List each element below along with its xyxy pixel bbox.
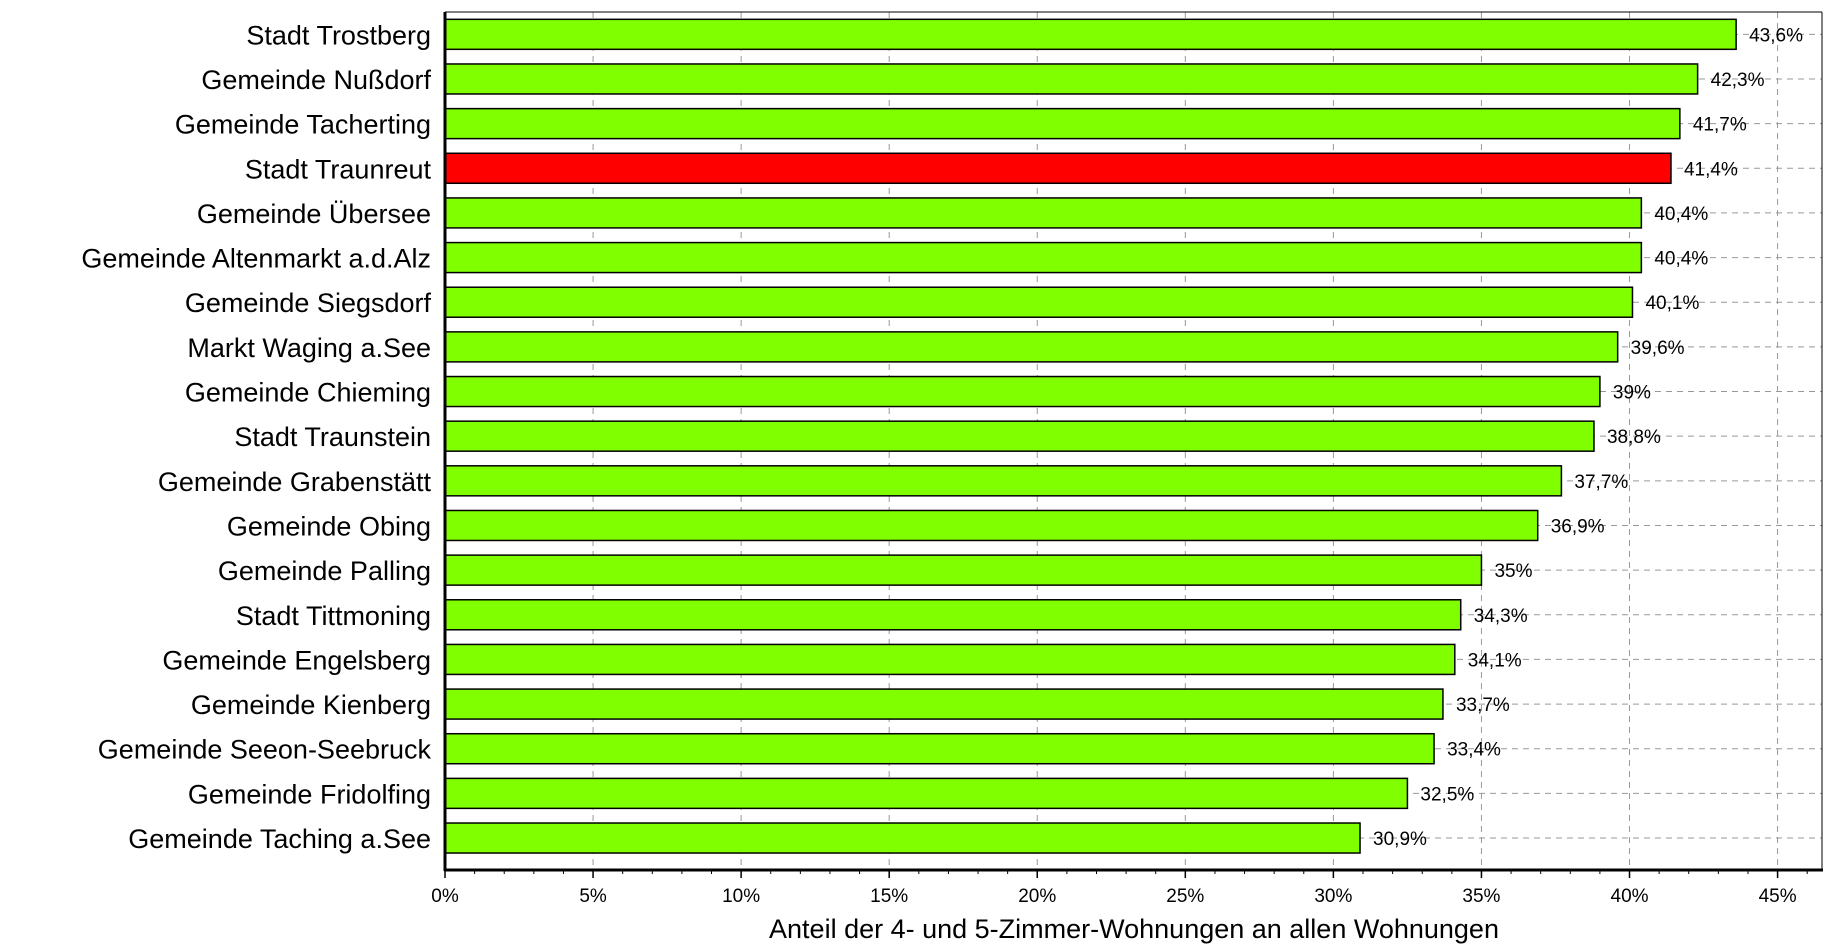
category-label: Gemeinde Kienberg	[191, 690, 431, 720]
bar	[444, 509, 1539, 542]
data-label: 43,6%	[1749, 25, 1803, 46]
x-tick-label: 15%	[870, 886, 908, 907]
x-tick-label: 45%	[1759, 886, 1797, 907]
x-tick-label: 0%	[431, 886, 459, 907]
category-label: Gemeinde Übersee	[197, 199, 431, 229]
data-label: 34,1%	[1468, 650, 1522, 671]
bar	[444, 152, 1672, 185]
label-layer: 43,6% Stadt Trostberg 42,3% Gemeinde Nußdor…	[81, 20, 1803, 907]
data-label: 42,3%	[1711, 70, 1765, 91]
category-label: Markt Waging a.See	[187, 333, 431, 363]
bar	[444, 107, 1681, 140]
category-label: Gemeinde Nußdorf	[201, 65, 431, 95]
category-label: Gemeinde Grabenstätt	[158, 467, 432, 497]
category-label: Gemeinde Chieming	[185, 378, 431, 408]
bar	[444, 554, 1483, 586]
bar	[444, 63, 1699, 95]
x-axis-title: Anteil der 4- und 5-Zimmer-Wohnungen an …	[769, 914, 1499, 944]
category-label: Gemeinde Palling	[218, 556, 431, 586]
bar	[444, 777, 1409, 810]
category-label: Gemeinde Altenmarkt a.d.Alz	[81, 244, 431, 274]
bar	[444, 732, 1435, 765]
data-label: 37,7%	[1574, 472, 1628, 493]
data-label: 40,4%	[1654, 204, 1708, 225]
x-tick-label: 10%	[722, 886, 760, 907]
data-label: 30,9%	[1373, 829, 1427, 850]
bar	[444, 420, 1595, 452]
category-label: Gemeinde Taching a.See	[128, 824, 431, 854]
bar	[444, 286, 1634, 318]
axis-layer	[443, 11, 1823, 878]
category-label: Stadt Traunreut	[245, 154, 432, 184]
x-tick-label: 30%	[1314, 886, 1352, 907]
x-tick-label: 5%	[579, 886, 607, 907]
data-label: 41,4%	[1684, 159, 1738, 180]
data-label: 39,6%	[1631, 338, 1685, 359]
bar	[444, 197, 1643, 229]
data-label: 39%	[1613, 383, 1651, 404]
x-tick-label: 35%	[1462, 886, 1500, 907]
category-label: Stadt Traunstein	[234, 422, 431, 452]
data-label: 40,4%	[1654, 249, 1708, 270]
bar	[444, 375, 1601, 408]
category-label: Gemeinde Tacherting	[175, 110, 431, 140]
x-tick-label: 25%	[1166, 886, 1204, 907]
data-label: 36,9%	[1551, 516, 1605, 537]
data-label: 33,7%	[1456, 695, 1510, 716]
bar	[444, 599, 1462, 631]
bar	[444, 688, 1444, 720]
x-tick-label: 20%	[1018, 886, 1056, 907]
category-label: Gemeinde Obing	[227, 511, 431, 541]
bar	[444, 643, 1456, 676]
data-label: 32,5%	[1420, 784, 1474, 805]
category-label: Gemeinde Fridolfing	[188, 779, 431, 809]
data-label: 40,1%	[1645, 293, 1699, 314]
bar	[444, 331, 1619, 363]
bar-layer	[444, 18, 1737, 854]
bar	[444, 18, 1737, 51]
data-label: 41,7%	[1693, 115, 1747, 136]
data-label: 34,3%	[1474, 606, 1528, 627]
data-label: 33,4%	[1447, 740, 1501, 761]
category-label: Stadt Trostberg	[246, 20, 431, 50]
x-tick-label: 40%	[1611, 886, 1649, 907]
bar	[444, 241, 1643, 274]
bar	[444, 465, 1563, 497]
data-label: 35%	[1494, 561, 1532, 582]
data-label: 38,8%	[1607, 427, 1661, 448]
category-label: Stadt Tittmoning	[236, 601, 431, 631]
bar	[444, 822, 1361, 854]
category-label: Gemeinde Siegsdorf	[185, 288, 432, 318]
category-label: Gemeinde Engelsberg	[162, 645, 431, 675]
category-label: Gemeinde Seeon-Seebruck	[98, 735, 432, 765]
